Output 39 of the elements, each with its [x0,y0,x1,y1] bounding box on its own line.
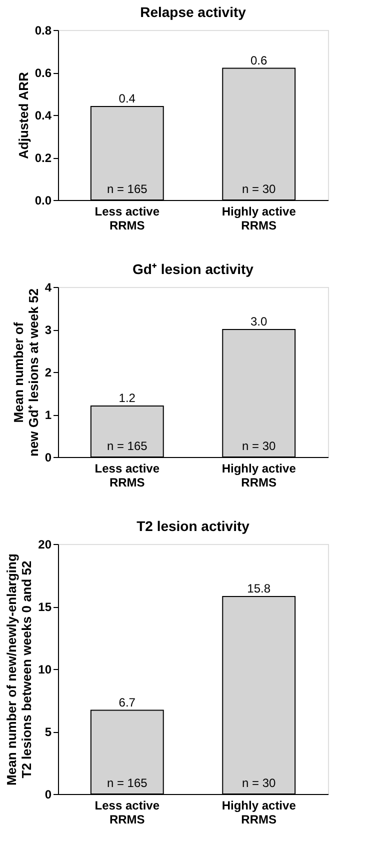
y-tick-label: 3 [44,323,52,337]
data-label: 1.2 [118,391,136,405]
y-tick-label: 2 [44,366,52,380]
chart-title: T2 lesion activity [136,518,250,534]
y-tick-label: 5 [44,725,52,739]
chart-title: Relapse activity [140,4,246,20]
annotation: n = 165 [106,776,148,790]
x-tick-label: Highly active RRMS [222,798,296,826]
data-label: 15.8 [247,582,271,596]
y-tick-label: 20 [38,538,52,552]
y-tick-label: 4 [44,280,52,294]
annotation: n = 165 [106,182,148,196]
data-label: 6.7 [118,695,136,710]
annotation: n = 30 [242,776,276,790]
data-label: 3.0 [250,314,268,328]
data-label: 0.6 [250,53,268,68]
y-tick-label: 0.4 [34,108,52,122]
y-axis-title: Mean number of new Gd⁺ lesions at week 52 [10,288,41,457]
annotation: n = 30 [242,182,276,196]
y-tick-label: 0.8 [34,24,52,38]
y-tick-label: 0.0 [34,194,52,208]
y-tick-label: 0.6 [34,66,52,80]
y-tick-label: 10 [38,662,52,676]
annotation: n = 30 [242,439,276,453]
y-axis-title: Adjusted ARR [16,71,31,159]
x-tick-label: Less active RRMS [94,798,160,826]
x-tick-label: Highly active RRMS [222,204,296,232]
y-tick-label: 15 [38,600,52,614]
y-tick-label: 0 [44,788,52,802]
chart-title: Gd⁺ lesion activity [132,261,254,277]
x-tick-label: Highly active RRMS [222,462,296,490]
x-tick-label: Less active RRMS [94,204,160,232]
y-tick-label: 1 [44,408,52,422]
y-tick-label: 0.2 [34,151,52,165]
y-axis-title: Mean number of new/newly-enlarging T2 lesions between weeks 0 and 52 [4,554,34,786]
y-tick-label: 0 [44,450,52,464]
data-label: 0.4 [118,92,136,106]
x-tick-label: Less active RRMS [94,462,160,490]
annotation: n = 165 [106,439,148,453]
